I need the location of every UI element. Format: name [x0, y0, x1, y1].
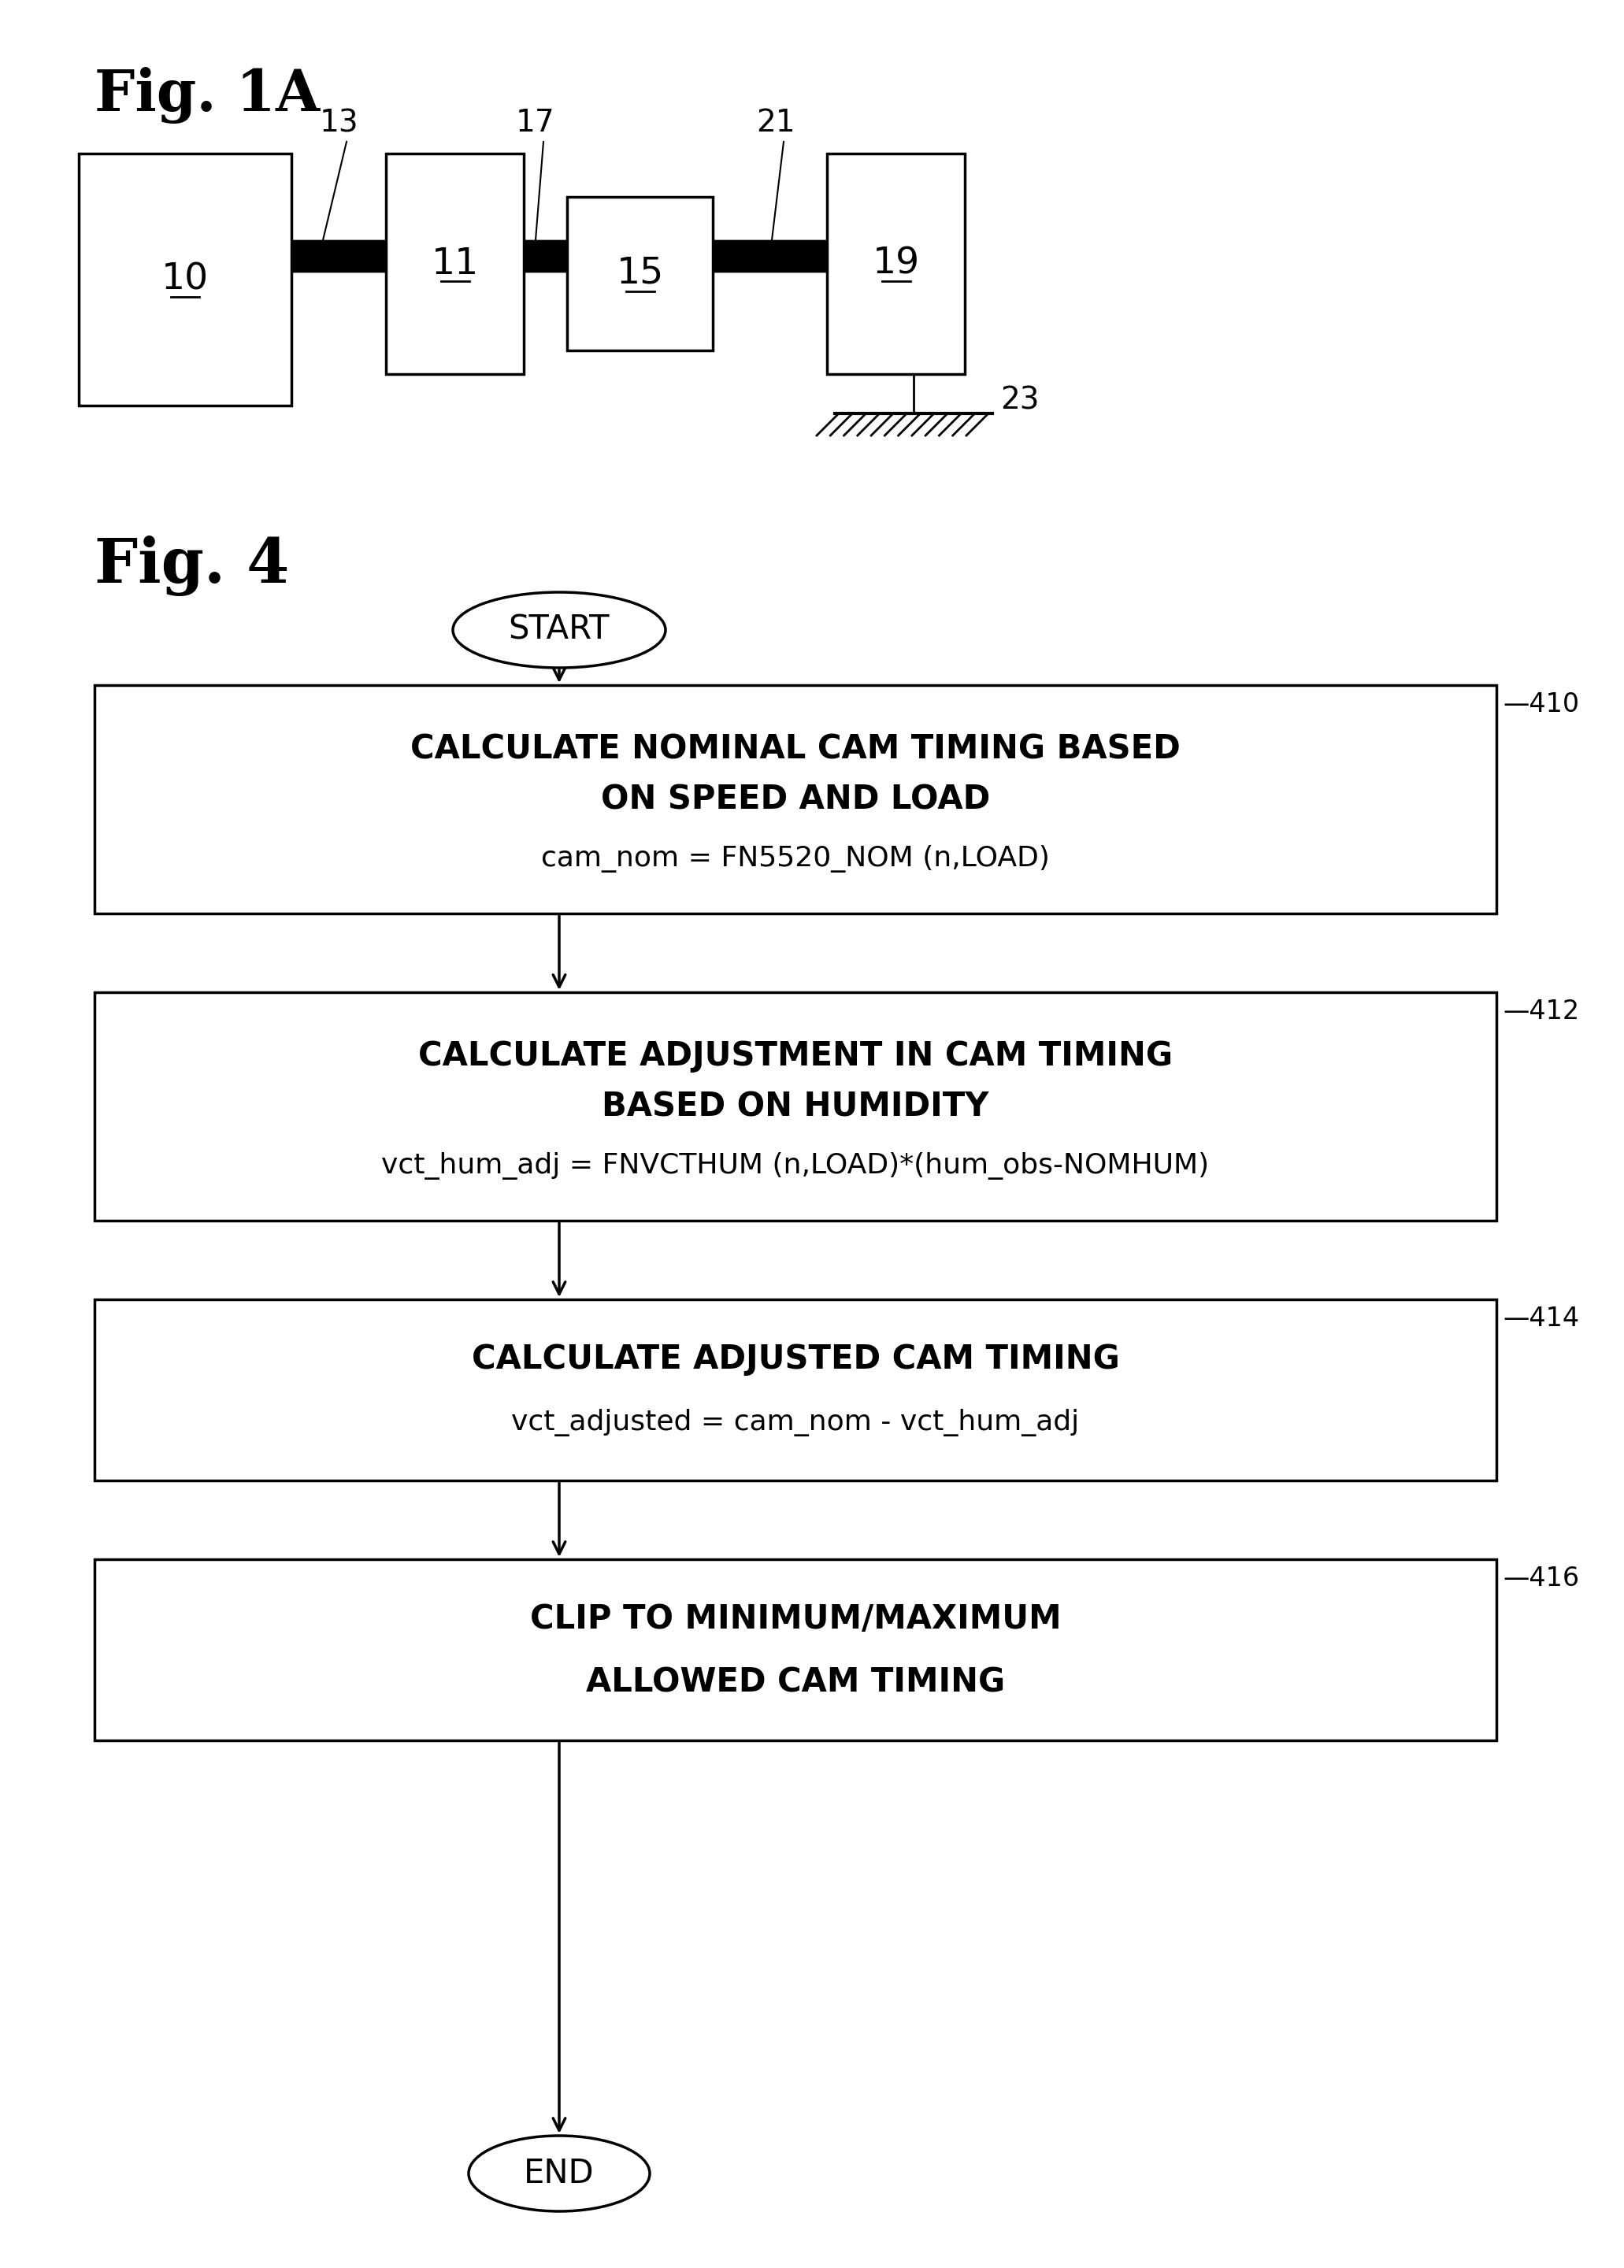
Bar: [94, 1560, 1496, 1740]
Text: ALLOWED CAM TIMING: ALLOWED CAM TIMING: [586, 1667, 1005, 1699]
Text: —410: —410: [1502, 692, 1579, 717]
Text: CLIP TO MINIMUM/MAXIMUM: CLIP TO MINIMUM/MAXIMUM: [529, 1603, 1060, 1635]
Text: 13: 13: [320, 109, 359, 138]
Text: BASED ON HUMIDITY: BASED ON HUMIDITY: [603, 1091, 989, 1123]
Text: vct_hum_adj = FNVCTHUM (n,LOAD)*(hum_obs-NOMHUM): vct_hum_adj = FNVCTHUM (n,LOAD)*(hum_obs…: [382, 1152, 1210, 1179]
Bar: [94, 685, 1496, 914]
Text: 10: 10: [161, 261, 209, 297]
Bar: [94, 1300, 1496, 1481]
Text: Fig. 1A: Fig. 1A: [94, 68, 320, 125]
Text: cam_nom = FN5520_NOM (n,LOAD): cam_nom = FN5520_NOM (n,LOAD): [541, 846, 1049, 873]
Text: 19: 19: [872, 247, 919, 281]
Text: 15: 15: [615, 256, 664, 290]
Text: END: END: [525, 2157, 594, 2191]
Bar: [827, 154, 965, 374]
Text: 23: 23: [1000, 386, 1039, 415]
Text: CALCULATE NOMINAL CAM TIMING BASED: CALCULATE NOMINAL CAM TIMING BASED: [411, 733, 1181, 767]
Text: —412: —412: [1502, 998, 1579, 1025]
Bar: [94, 993, 1496, 1220]
Text: ON SPEED AND LOAD: ON SPEED AND LOAD: [601, 782, 991, 816]
Ellipse shape: [453, 592, 666, 667]
Text: —416: —416: [1502, 1565, 1579, 1592]
Text: START: START: [508, 612, 609, 646]
Text: CALCULATE ADJUSTMENT IN CAM TIMING: CALCULATE ADJUSTMENT IN CAM TIMING: [417, 1039, 1173, 1073]
Text: Fig. 4: Fig. 4: [94, 535, 289, 596]
Text: 21: 21: [757, 109, 796, 138]
Bar: [567, 197, 713, 352]
Text: CALCULATE ADJUSTED CAM TIMING: CALCULATE ADJUSTED CAM TIMING: [471, 1343, 1119, 1377]
Text: vct_adjusted = cam_nom - vct_hum_adj: vct_adjusted = cam_nom - vct_hum_adj: [512, 1408, 1080, 1436]
Text: 17: 17: [516, 109, 555, 138]
Bar: [387, 154, 525, 374]
Text: 11: 11: [430, 247, 479, 281]
Bar: [78, 154, 291, 406]
Ellipse shape: [469, 2136, 650, 2211]
Text: —414: —414: [1502, 1306, 1579, 1331]
